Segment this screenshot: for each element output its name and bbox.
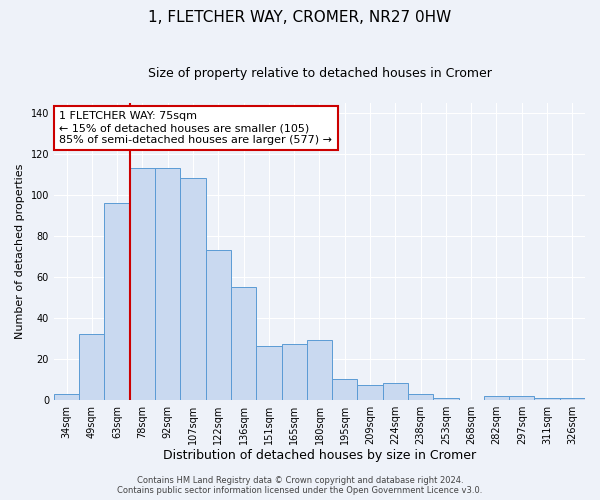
X-axis label: Distribution of detached houses by size in Cromer: Distribution of detached houses by size …: [163, 450, 476, 462]
Bar: [560, 398, 585, 400]
Bar: [54, 394, 79, 400]
Bar: [408, 394, 433, 400]
Bar: [256, 346, 281, 400]
Bar: [104, 203, 130, 400]
Text: Contains HM Land Registry data © Crown copyright and database right 2024.
Contai: Contains HM Land Registry data © Crown c…: [118, 476, 482, 495]
Bar: [509, 396, 535, 400]
Bar: [130, 168, 155, 400]
Y-axis label: Number of detached properties: Number of detached properties: [15, 164, 25, 339]
Bar: [433, 398, 458, 400]
Bar: [535, 398, 560, 400]
Bar: [332, 379, 358, 400]
Bar: [206, 250, 231, 400]
Bar: [231, 287, 256, 400]
Bar: [281, 344, 307, 400]
Title: Size of property relative to detached houses in Cromer: Size of property relative to detached ho…: [148, 68, 491, 80]
Text: 1 FLETCHER WAY: 75sqm
← 15% of detached houses are smaller (105)
85% of semi-det: 1 FLETCHER WAY: 75sqm ← 15% of detached …: [59, 112, 332, 144]
Bar: [358, 386, 383, 400]
Bar: [307, 340, 332, 400]
Bar: [484, 396, 509, 400]
Bar: [79, 334, 104, 400]
Bar: [383, 384, 408, 400]
Bar: [181, 178, 206, 400]
Bar: [155, 168, 181, 400]
Text: 1, FLETCHER WAY, CROMER, NR27 0HW: 1, FLETCHER WAY, CROMER, NR27 0HW: [148, 10, 452, 25]
